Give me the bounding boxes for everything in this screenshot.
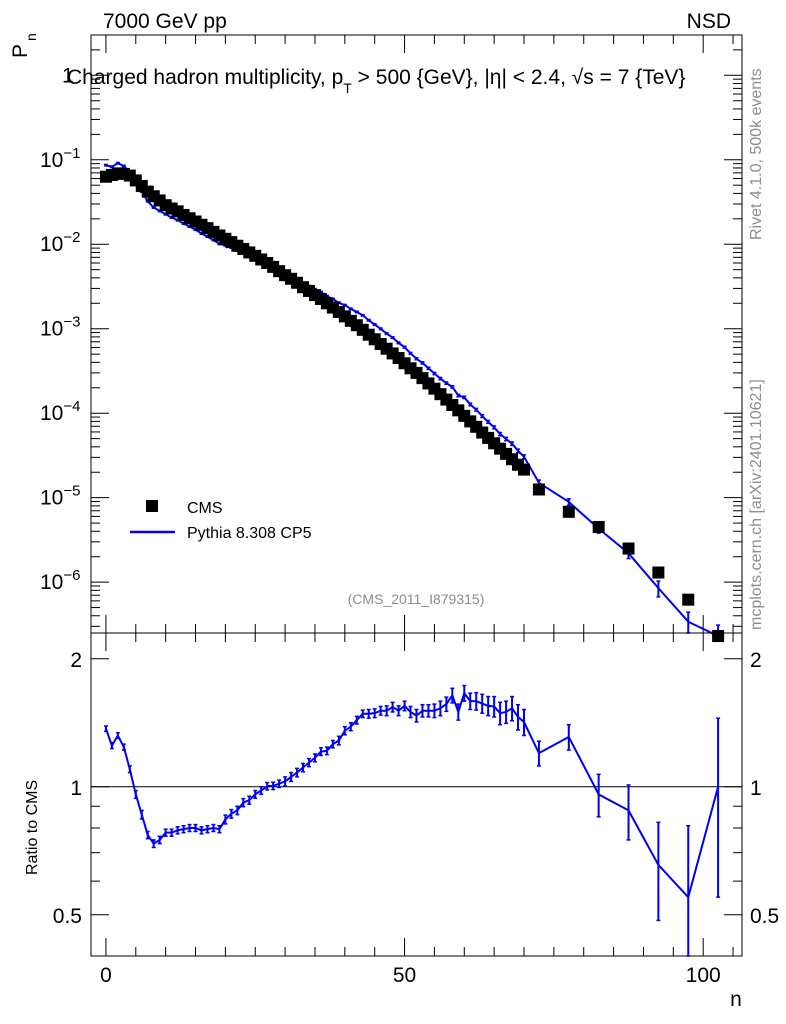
ratio-x-tick-label: 0: [100, 964, 112, 987]
cms-point: [518, 463, 531, 476]
ratio-y-tick-label-right: 1: [750, 777, 762, 800]
cms-point: [682, 593, 695, 606]
main-title-sub: T: [343, 80, 352, 96]
mcplots-label-group: mcplots.cern.ch [arXiv:2401.10621]: [748, 379, 765, 630]
cms-point: [712, 630, 725, 643]
energy-label: 7000 GeV pp: [103, 10, 227, 33]
ratio-y-tick-label-right: 0.5: [750, 905, 779, 928]
rivet-label-group: Rivet 4.1.0, 500k events: [748, 68, 765, 240]
ratio-y-tick-label-left: 1: [70, 777, 82, 800]
main-ylabel-group: Pn: [9, 33, 39, 58]
main-y-tick-label: 10−4: [40, 398, 80, 425]
ratio-y-tick-label-right: 2: [750, 649, 762, 672]
rivet-label: Rivet 4.1.0, 500k events: [748, 68, 765, 240]
ratio-y-tick-label-left: 0.5: [53, 905, 82, 928]
legend-cms-label: CMS: [187, 500, 223, 517]
cms-point: [652, 566, 665, 579]
main-y-tick-label: 10−3: [40, 314, 80, 341]
ratio-ylabel-group: Ratio to CMS: [24, 780, 41, 875]
main-data-layer: [99, 161, 725, 643]
main-ylabel: Pn: [9, 33, 39, 58]
mcplots-label: mcplots.cern.ch [arXiv:2401.10621]: [748, 379, 765, 630]
ratio-ylabel: Ratio to CMS: [24, 780, 41, 875]
process-label: NSD: [687, 10, 731, 33]
main-title: Charged hadron multiplicity, pT > 500 {G…: [67, 66, 685, 96]
cms-point: [592, 520, 605, 533]
ratio-x-tick-label: 100: [686, 964, 721, 987]
ratio-xlabel: n: [730, 988, 742, 1011]
legend: CMS Pythia 8.308 CP5: [130, 500, 312, 542]
main-title-root: √: [572, 66, 584, 89]
cms-point: [622, 542, 635, 555]
legend-pythia-label: Pythia 8.308 CP5: [187, 525, 312, 542]
ratio-data-layer: [103, 684, 721, 957]
cms-point: [532, 483, 545, 496]
main-y-tick-label: 10−1: [40, 145, 80, 172]
cms-point: [562, 505, 575, 518]
main-y-tick-label: 1: [62, 64, 74, 87]
legend-cms-marker: [146, 500, 158, 512]
main-title-post: s = 7 {TeV}: [583, 66, 685, 89]
main-title-mid: > 500 {GeV}, |η| < 2.4,: [352, 66, 572, 89]
main-y-tick-label: 10−5: [40, 483, 80, 510]
ratio-frame: [90, 632, 743, 957]
ratio-y-tick-label-left: 2: [70, 649, 82, 672]
analysis-id: (CMS_2011_I879315): [348, 591, 485, 607]
main-y-tick-label: 10−2: [40, 229, 80, 256]
main-title-pre: Charged hadron multiplicity, p: [67, 66, 343, 89]
ratio-axes: 0.5 0.5 1 1 2 2 0 50 100: [53, 632, 779, 987]
main-y-tick-label: 10−6: [40, 567, 80, 594]
ratio-x-tick-label: 50: [393, 964, 416, 987]
